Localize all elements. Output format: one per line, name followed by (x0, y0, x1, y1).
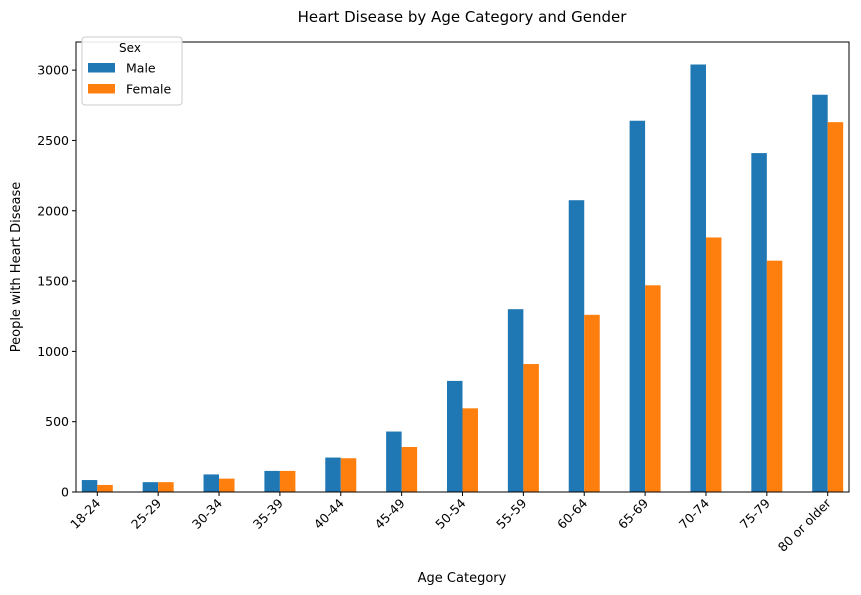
x-tick-label-0: 18-24 (67, 495, 103, 531)
bar-male-6 (447, 380, 463, 492)
bar-male-0 (81, 480, 98, 492)
y-tick-label-0: 0 (61, 485, 69, 500)
bar-male-1 (142, 482, 159, 492)
y-axis: 0 500 1000 1500 2000 2500 3000 (37, 63, 76, 500)
bar-female-2 (219, 478, 235, 492)
legend: Sex Male Female (81, 36, 183, 106)
x-tick-label-9: 65-69 (615, 495, 651, 531)
legend-swatch-female (88, 84, 115, 94)
x-tick-label-2: 30-34 (189, 495, 225, 531)
bar-female-10 (705, 237, 722, 492)
bar-female-6 (462, 408, 478, 492)
bar-male-11 (751, 153, 767, 492)
x-tick-label-11: 75-79 (737, 495, 773, 531)
bar-female-0 (97, 484, 113, 492)
bar-male-8 (568, 200, 585, 492)
x-tick-label-6: 50-54 (432, 495, 468, 531)
bar-female-1 (158, 482, 174, 492)
bar-male-12 (812, 94, 828, 492)
bar-male-2 (203, 474, 220, 492)
y-tick-label-4: 2000 (37, 203, 69, 218)
legend-title: Sex (119, 41, 141, 55)
legend-swatch-male (88, 63, 115, 73)
bar-female-5 (401, 447, 418, 492)
bar-male-9 (629, 120, 646, 492)
x-axis: 18-24 25-29 30-34 35-39 40-44 45-49 50-54 55-59… (67, 492, 834, 555)
x-tick-label-7: 55-59 (493, 495, 529, 531)
bar-female-9 (645, 285, 661, 492)
bar-female-8 (584, 314, 600, 492)
bar-female-3 (279, 470, 296, 492)
legend-label-female: Female (126, 82, 172, 97)
bar-female-7 (523, 364, 539, 492)
bar-female-4 (340, 458, 357, 492)
chart-title: Heart Disease by Age Category and Gender (298, 8, 628, 26)
y-axis-label: People with Heart Disease (9, 182, 24, 352)
y-tick-label-6: 3000 (37, 63, 69, 78)
y-tick-label-1: 500 (45, 414, 69, 429)
y-tick-label-5: 2500 (37, 133, 69, 148)
bar-male-10 (690, 64, 706, 492)
x-tick-label-4: 40-44 (311, 495, 347, 531)
bars (81, 64, 844, 492)
bar-female-11 (766, 260, 783, 492)
x-tick-label-10: 70-74 (676, 495, 712, 531)
bar-male-5 (386, 431, 402, 492)
x-tick-label-8: 60-64 (554, 495, 590, 531)
bar-male-7 (507, 309, 524, 492)
bar-female-12 (827, 122, 844, 492)
y-tick-label-2: 1000 (37, 344, 69, 359)
y-tick-label-3: 1500 (37, 274, 69, 289)
x-axis-label: Age Category (418, 571, 507, 586)
x-tick-label-5: 45-49 (371, 495, 407, 531)
x-tick-label-12: 80 or older (775, 495, 835, 555)
legend-label-male: Male (126, 61, 156, 76)
x-tick-label-1: 25-29 (128, 495, 164, 531)
bar-male-4 (325, 457, 341, 492)
bar-male-3 (264, 470, 280, 492)
x-tick-label-3: 35-39 (250, 495, 286, 531)
